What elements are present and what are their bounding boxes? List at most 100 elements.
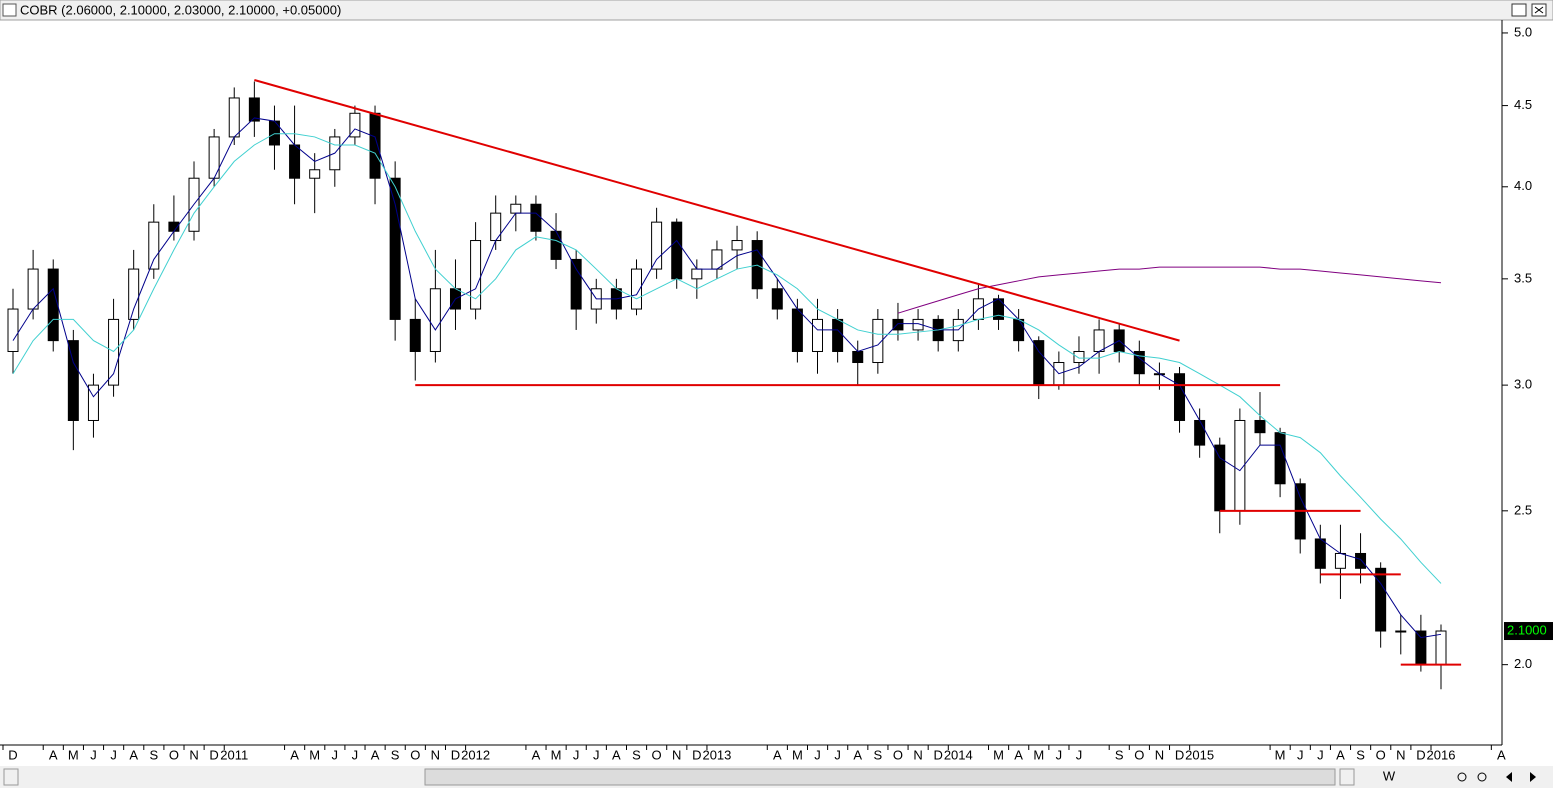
y-tick-label: 4.5	[1514, 97, 1532, 112]
candle-body	[530, 203, 542, 232]
last-price-box	[1504, 622, 1553, 641]
candle-body	[1314, 538, 1326, 569]
x-tick-label: D	[692, 747, 701, 762]
candle-body	[128, 268, 140, 320]
trendline	[254, 79, 1180, 342]
x-tick-label: S	[874, 747, 883, 762]
zoom-in[interactable]	[1477, 772, 1487, 782]
moving-average	[12, 133, 1442, 584]
candle-body	[309, 169, 321, 179]
x-tick-label: 2016	[1427, 747, 1456, 762]
candle-body	[1093, 329, 1105, 352]
x-tick-label: M	[1275, 747, 1286, 762]
candle-body	[1073, 350, 1085, 364]
candle-body	[791, 308, 803, 352]
x-tick-label: A	[290, 747, 299, 762]
x-tick-label: A	[853, 747, 862, 762]
x-tick-label: O	[1376, 747, 1386, 762]
candle-body	[691, 268, 703, 280]
toolbar-button[interactable]: W	[1383, 768, 1396, 783]
title-bar	[0, 0, 1553, 21]
candle-body	[27, 268, 39, 310]
x-tick-label: A	[371, 747, 380, 762]
scroll-left[interactable]	[3, 768, 19, 786]
nav-left[interactable]	[1506, 772, 1512, 782]
x-tick-label: A	[49, 747, 58, 762]
x-tick-label: 2013	[702, 747, 731, 762]
x-tick-label: M	[309, 747, 320, 762]
x-tick-label: J	[1056, 747, 1063, 762]
scroll-right[interactable]	[1339, 768, 1355, 786]
x-tick-label: A	[773, 747, 782, 762]
candle-body	[429, 288, 441, 352]
candle-body	[731, 240, 743, 251]
y-tick-label: 2.0	[1514, 656, 1532, 671]
candle-body	[349, 112, 361, 138]
x-tick-label: 2015	[1185, 747, 1214, 762]
candle-body	[1254, 419, 1266, 434]
plot-area	[7, 79, 1462, 690]
x-tick-label: J	[834, 747, 841, 762]
x-tick-label: M	[551, 747, 562, 762]
candle-body	[1174, 373, 1186, 421]
candle-body	[470, 240, 482, 310]
candle-body	[1395, 630, 1407, 633]
candle-body	[872, 318, 884, 364]
close-icon	[1534, 6, 1544, 14]
candle-body	[1435, 630, 1447, 666]
candle-body	[630, 268, 642, 310]
y-tick-label: 5.0	[1514, 24, 1532, 39]
x-tick-label: J	[332, 747, 339, 762]
y-tick-label: 2.5	[1514, 502, 1532, 517]
y-tick-label: 4.0	[1514, 178, 1532, 193]
zoom-out[interactable]	[1457, 772, 1467, 782]
candle-body	[47, 268, 59, 342]
candle-body	[510, 203, 522, 214]
candle-body	[108, 318, 120, 386]
last-price-label: 2.1000	[1507, 622, 1547, 637]
candle-body	[832, 318, 844, 352]
moving-average	[12, 117, 1442, 639]
candle-body	[812, 318, 824, 352]
candle-body	[852, 350, 864, 364]
x-tick-label: J	[352, 747, 359, 762]
candle-body	[1013, 318, 1025, 342]
candle-body	[67, 340, 79, 421]
x-tick-label: M	[1033, 747, 1044, 762]
candle-body	[751, 240, 763, 290]
nav-right[interactable]	[1530, 772, 1536, 782]
candle-body	[892, 318, 904, 331]
x-tick-label: J	[814, 747, 821, 762]
scroll-thumb[interactable]	[424, 768, 1336, 786]
x-tick-label: 2011	[220, 747, 248, 762]
candle-body	[7, 308, 19, 352]
x-tick-label: O	[652, 747, 662, 762]
x-tick-label: 2014	[944, 747, 973, 762]
candle-body	[87, 384, 99, 421]
x-tick-label: S	[149, 747, 158, 762]
y-tick-label: 3.0	[1514, 377, 1532, 392]
candle-body	[671, 221, 683, 280]
x-tick-label: O	[169, 747, 179, 762]
x-tick-label: N	[1396, 747, 1405, 762]
x-tick-label: D	[933, 747, 942, 762]
x-tick-label: D	[451, 747, 460, 762]
x-tick-label: N	[1155, 747, 1164, 762]
candle-body	[1355, 552, 1367, 569]
candle-body	[369, 112, 381, 179]
x-tick-label: M	[792, 747, 803, 762]
x-tick-label: N	[913, 747, 922, 762]
x-tick-label: A	[129, 747, 138, 762]
x-tick-label: M	[68, 747, 79, 762]
candle-body	[1375, 567, 1387, 632]
x-tick-label: J	[1297, 747, 1304, 762]
restore-button[interactable]	[1511, 3, 1527, 17]
x-tick-label: N	[672, 747, 681, 762]
x-tick-label: S	[1356, 747, 1365, 762]
x-tick-label: O	[893, 747, 903, 762]
candle-body	[651, 221, 663, 270]
x-tick-label: D	[209, 747, 218, 762]
